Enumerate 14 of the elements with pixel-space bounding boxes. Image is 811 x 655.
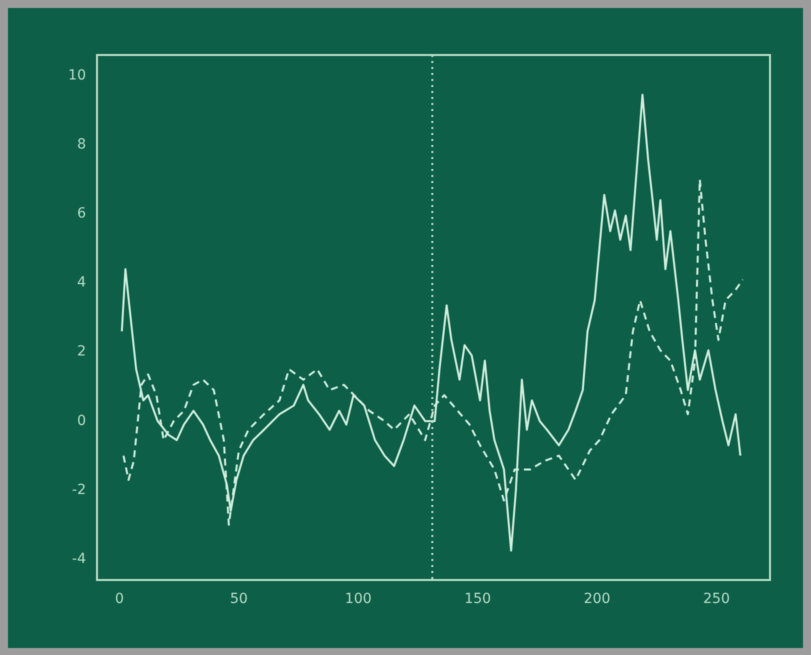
- x-tick-label: 50: [230, 591, 248, 608]
- y-tick-label: 10: [68, 67, 86, 84]
- y-tick-label: 8: [77, 136, 86, 152]
- x-tick-label: 250: [703, 591, 730, 608]
- y-tick-label: 2: [77, 344, 86, 360]
- x-tick-label: 0: [114, 591, 124, 608]
- y-tick-label: -2: [72, 482, 86, 498]
- y-tick-label: 4: [77, 274, 86, 291]
- x-tick-label: 100: [344, 591, 372, 608]
- y-tick-label: 6: [77, 206, 86, 222]
- y-tick-label: 0: [77, 412, 86, 429]
- x-tick-label: 150: [464, 591, 492, 608]
- x-tick-label: 200: [584, 591, 610, 608]
- y-tick-label: -4: [72, 550, 86, 567]
